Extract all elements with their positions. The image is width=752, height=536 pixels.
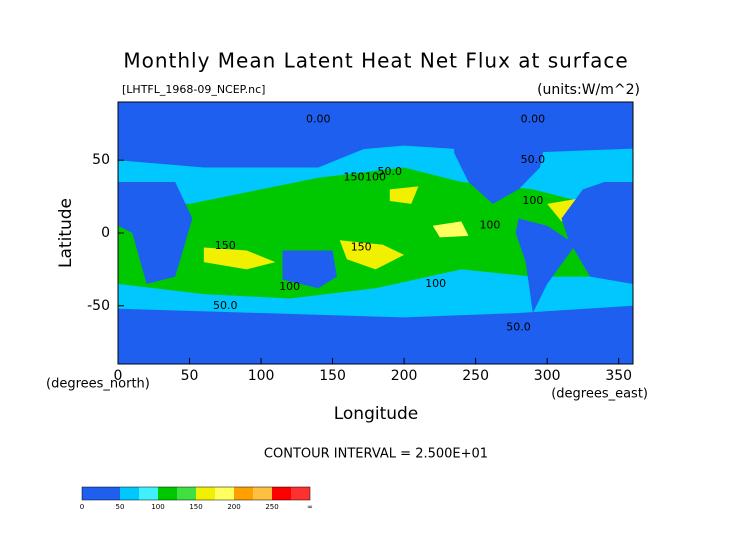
contour-label: 50.0 [213, 299, 238, 312]
x-tick-label: 350 [605, 368, 632, 384]
x-tick-label: 150 [319, 368, 346, 384]
colorbar-label: 50 [116, 503, 125, 511]
contour-interval: CONTOUR INTERVAL = 2.500E+01 [264, 447, 488, 462]
land [561, 182, 633, 284]
colorbar-swatch [158, 487, 177, 500]
colorbar-label: 200 [227, 503, 240, 511]
contour-region [432, 221, 469, 238]
subtitle: [LHTFL_1968-09_NCEP.nc] [122, 83, 265, 96]
colorbar-label: ∞ [307, 503, 313, 511]
colorbar-swatch [272, 487, 291, 500]
contour-label: 0.00 [306, 112, 331, 125]
colorbar-swatch [196, 487, 215, 500]
colorbar-swatch [139, 487, 158, 500]
y-tick-label: 0 [101, 225, 110, 241]
x-tick-label: 200 [391, 368, 418, 384]
colorbar-label: 0 [80, 503, 84, 511]
colorbar-label: 250 [265, 503, 278, 511]
colorbar-swatch [120, 487, 139, 500]
colorbar-label: 150 [189, 503, 202, 511]
contour-label: 50.0 [521, 153, 546, 166]
colorbar-swatch [234, 487, 253, 500]
x-tick-label: 0 [114, 368, 123, 384]
colorbar-swatch [82, 487, 101, 500]
contour-region [339, 240, 405, 270]
contour-label: 50.0 [506, 321, 531, 334]
colorbar-swatch [253, 487, 272, 500]
contour-label: 150 [215, 239, 236, 252]
land [118, 323, 633, 364]
land [118, 116, 390, 168]
y-units: (degrees_north) [46, 377, 150, 392]
contour-label: 100 [522, 194, 543, 207]
land [454, 131, 548, 204]
x-units: (degrees_east) [551, 387, 648, 402]
colorbar-swatch [291, 487, 310, 500]
contour-region [203, 247, 276, 270]
land [515, 218, 576, 314]
x-axis-label: Longitude [334, 404, 419, 424]
colorbar-swatch [101, 487, 120, 500]
contour-label: 100 [479, 219, 500, 232]
land [118, 182, 193, 284]
y-tick-label: -50 [87, 298, 110, 314]
contour-label: 150 [351, 241, 372, 254]
colorbar-frame [81, 486, 311, 501]
x-tick-label: 100 [248, 368, 275, 384]
contour-label: 150 [344, 171, 365, 184]
chart-title: Monthly Mean Latent Heat Net Flux at sur… [123, 49, 628, 73]
x-tick-label: 250 [462, 368, 489, 384]
contour-label: 100 [425, 277, 446, 290]
colorbar-swatch [177, 487, 196, 500]
y-tick-label: 50 [92, 152, 110, 168]
units: (units:W/m^2) [537, 82, 640, 98]
y-axis-label: Latitude [56, 198, 76, 268]
contour-label: 100 [279, 280, 300, 293]
contour-label: 100 [365, 171, 386, 184]
x-tick-label: 300 [534, 368, 561, 384]
colorbar-swatch [215, 487, 234, 500]
contour-label: 50.0 [378, 165, 403, 178]
colorbar-label: 100 [151, 503, 164, 511]
x-tick-label: 50 [181, 368, 199, 384]
land [282, 250, 337, 289]
contour-label: 0.00 [521, 112, 546, 125]
contour-region [389, 186, 419, 204]
